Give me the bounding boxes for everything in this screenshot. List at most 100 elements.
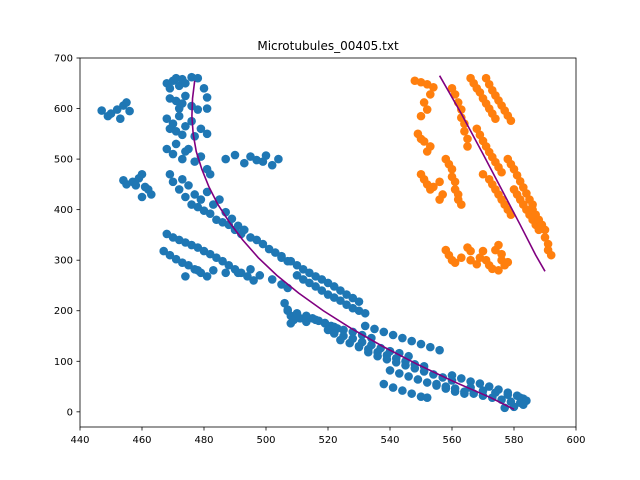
y-tick-label: 0 bbox=[67, 407, 73, 418]
scatter-point bbox=[125, 106, 134, 116]
scatter-point bbox=[240, 158, 249, 168]
scatter-point bbox=[317, 286, 327, 295]
scatter-point bbox=[168, 149, 178, 159]
scatter-point bbox=[447, 164, 457, 174]
axes: 440 460 480 500 520 540 560 580 600 0 100 200 300 400… bbox=[54, 54, 586, 447]
scatter-point bbox=[370, 324, 379, 334]
scatter-point bbox=[283, 305, 293, 315]
scatter-point bbox=[422, 378, 432, 387]
scatter-point bbox=[422, 393, 432, 402]
scatter-point bbox=[181, 121, 190, 131]
scatter-point bbox=[233, 221, 243, 231]
scatter-point bbox=[224, 260, 234, 270]
scatter-point bbox=[398, 333, 407, 343]
scatter-point bbox=[221, 268, 230, 278]
scatter-point bbox=[196, 124, 206, 134]
scatter-point bbox=[246, 264, 255, 274]
y-tick-label: 300 bbox=[54, 256, 73, 267]
scatter-point bbox=[336, 296, 345, 305]
scatter-point bbox=[193, 105, 203, 114]
scatter-point bbox=[540, 225, 550, 235]
scatter-point bbox=[193, 73, 203, 83]
scatter-point bbox=[178, 154, 187, 164]
scatter-point bbox=[261, 151, 271, 160]
scatter-point bbox=[497, 167, 506, 177]
scatter-point bbox=[407, 389, 417, 398]
scatter-point bbox=[174, 111, 184, 121]
scatter-point bbox=[320, 319, 330, 328]
scatter-point bbox=[280, 298, 289, 308]
scatter-point bbox=[466, 255, 475, 265]
scatter-point bbox=[463, 134, 472, 144]
y-tick-label: 600 bbox=[54, 104, 73, 115]
scatter-point bbox=[165, 250, 175, 260]
scatter-point bbox=[450, 177, 460, 187]
scatter-point bbox=[503, 257, 513, 267]
x-tick-label: 480 bbox=[194, 435, 213, 446]
scatter-point bbox=[373, 351, 382, 361]
scatter-point bbox=[484, 382, 494, 391]
scatter-point bbox=[429, 182, 438, 192]
scatter-point bbox=[429, 83, 438, 92]
scatter-point bbox=[388, 383, 398, 392]
scatter-point bbox=[391, 358, 401, 367]
scatter-point bbox=[168, 119, 178, 129]
scatter-point bbox=[419, 137, 429, 146]
scatter-point bbox=[267, 275, 277, 284]
x-tick-label: 600 bbox=[566, 435, 585, 446]
scatter-point bbox=[240, 225, 249, 235]
x-tick-label: 520 bbox=[318, 435, 337, 446]
scatter-point bbox=[460, 119, 469, 129]
scatter-point bbox=[435, 195, 444, 204]
scatter-point bbox=[360, 321, 370, 331]
scatter-point bbox=[292, 260, 302, 270]
scatter-point bbox=[249, 276, 258, 285]
scatter-point bbox=[209, 200, 218, 209]
scatter-point bbox=[227, 214, 237, 224]
scatter-point bbox=[506, 116, 516, 125]
scatter-point bbox=[543, 239, 553, 249]
scatter-point bbox=[329, 329, 339, 338]
scatter-point bbox=[178, 175, 187, 184]
scatter-point bbox=[202, 93, 212, 102]
x-tick-label: 560 bbox=[442, 435, 461, 446]
scatter-point bbox=[339, 325, 348, 335]
scatter-point bbox=[460, 126, 469, 136]
scatter-point bbox=[258, 239, 268, 249]
scatter-point bbox=[97, 106, 106, 115]
scatter-point bbox=[416, 111, 426, 121]
x-tick-label: 460 bbox=[132, 435, 151, 446]
scatter-point bbox=[311, 315, 320, 325]
scatter-point bbox=[401, 361, 410, 370]
scatter-point bbox=[345, 338, 355, 348]
scatter-point bbox=[491, 388, 500, 397]
x-tick-label: 440 bbox=[70, 435, 89, 446]
scatter-point bbox=[416, 339, 426, 349]
scatter-point bbox=[218, 256, 227, 266]
plot-area bbox=[97, 72, 556, 413]
scatter-point bbox=[519, 400, 528, 410]
scatter-point bbox=[494, 266, 503, 275]
scatter-point bbox=[292, 308, 302, 318]
scatter-point bbox=[407, 336, 417, 346]
chart-title: Microtubules_00405.txt bbox=[257, 39, 399, 53]
scatter-point bbox=[162, 144, 172, 154]
scatter-point bbox=[178, 99, 187, 108]
scatter-point bbox=[354, 342, 364, 352]
x-tick-label: 500 bbox=[256, 435, 275, 446]
scatter-point bbox=[274, 154, 283, 164]
scatter-point bbox=[147, 190, 156, 199]
scatter-point bbox=[466, 246, 475, 256]
x-tick-label: 580 bbox=[504, 435, 523, 446]
scatter-point bbox=[413, 375, 423, 384]
scatter-point bbox=[426, 342, 435, 352]
scatter-point bbox=[292, 271, 302, 280]
y-tick-label: 400 bbox=[54, 205, 73, 216]
fit-line bbox=[191, 80, 515, 411]
scatter-point bbox=[457, 200, 466, 209]
scatter-point bbox=[494, 240, 503, 250]
scatter-point bbox=[174, 185, 184, 194]
scatter-point bbox=[460, 387, 469, 396]
